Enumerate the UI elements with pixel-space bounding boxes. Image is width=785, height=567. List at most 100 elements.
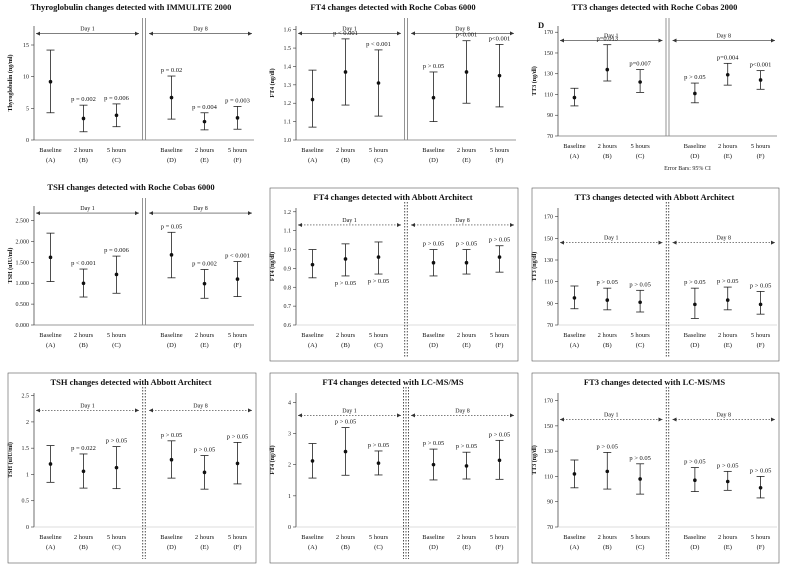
day-label: Day 8: [455, 26, 470, 32]
mean-point: [497, 255, 502, 259]
p-value-label: p > 0.05: [597, 279, 619, 286]
mean-point: [572, 296, 577, 300]
x-category-code: (D): [167, 157, 176, 164]
x-category-label: 5 hours: [751, 534, 771, 541]
chart-svg: TSH changes detected with Roche Cobas 60…: [7, 182, 254, 349]
mean-point: [376, 255, 381, 259]
day-label: Day 1: [80, 206, 95, 212]
mean-point: [605, 298, 610, 302]
mean-point: [169, 457, 174, 462]
y-tick-label: 150: [544, 51, 553, 57]
p-value-label: p > 0.05: [456, 241, 478, 248]
chart-title: FT4 changes detected with Roche Cobas 60…: [310, 2, 475, 12]
x-category-label: Baseline: [422, 332, 444, 339]
chart-title: TT3 changes detected with Abbott Archite…: [575, 192, 735, 202]
arrow-head: [248, 31, 252, 36]
y-tick-label: 1.6: [284, 28, 292, 34]
y-axis-label: FT4 (ng/dl): [269, 445, 276, 474]
y-tick-label: 1.1: [284, 120, 292, 126]
x-category-label: Baseline: [301, 332, 323, 339]
y-tick-label: 2: [26, 420, 29, 426]
chart-svg: TT3 changes detected with Roche Cobas 20…: [531, 2, 777, 172]
day-label: Day 8: [193, 206, 208, 212]
x-category-code: (F): [496, 342, 504, 349]
chart-title: FT4 changes detected with Abbott Archite…: [313, 192, 472, 202]
y-tick-label: 1.0: [284, 138, 292, 144]
y-tick-label: 0: [26, 138, 29, 144]
p-value-label: p<0.001: [750, 62, 772, 69]
mean-point: [81, 469, 86, 474]
x-category-code: (E): [200, 342, 208, 349]
x-category-label: 5 hours: [630, 143, 650, 150]
y-tick-label: 5: [26, 106, 29, 112]
x-category-code: (A): [46, 544, 55, 551]
y-tick-label: 0.6: [284, 323, 292, 329]
mean-point: [693, 478, 697, 483]
x-category-code: (C): [636, 153, 645, 160]
x-category-label: 2 hours: [457, 534, 477, 541]
mean-point: [235, 277, 240, 281]
y-tick-label: 170: [544, 399, 553, 405]
arrow-head: [771, 240, 775, 245]
p-value-label: p > 0.05: [750, 282, 772, 289]
day-label: Day 1: [604, 236, 619, 242]
mean-point: [638, 477, 642, 481]
chart-tt3-abbott: TT3 changes detected with Abbott Archite…: [524, 180, 785, 365]
y-tick-label: 70: [547, 134, 553, 140]
chart-svg: TT3 changes detected with Abbott Archite…: [531, 187, 780, 362]
x-category-code: (B): [603, 153, 612, 160]
y-tick-label: 70: [547, 525, 553, 531]
y-tick-label: 0: [26, 525, 29, 531]
arrow-head: [560, 38, 564, 43]
arrow-head: [248, 211, 252, 216]
x-category-label: 2 hours: [457, 147, 477, 154]
y-tick-label: 1.2: [284, 210, 292, 216]
p-value-label: p > 0.05: [629, 455, 651, 462]
x-category-code: (F): [496, 157, 504, 164]
y-tick-label: 130: [544, 449, 553, 455]
x-category-code: (D): [429, 157, 438, 164]
arrow-head: [510, 31, 514, 36]
day-label: Day 1: [80, 403, 95, 409]
chart-tsh-roche: TSH changes detected with Roche Cobas 60…: [0, 180, 262, 365]
mean-point: [725, 72, 730, 77]
arrow-head: [397, 222, 401, 227]
p-value-label: p = 0.05: [161, 223, 183, 230]
arrow-head: [149, 31, 153, 36]
x-category-label: Baseline: [684, 332, 706, 339]
y-axis-label: TT3 (ng/dl): [531, 66, 538, 96]
mean-point: [725, 479, 730, 484]
x-category-label: Baseline: [422, 534, 444, 541]
p-value-label: p > 0.05: [717, 278, 739, 285]
chart-footer: Error Bars: 95% CI: [664, 166, 711, 172]
y-axis-label: FT4 (ng/dl): [269, 252, 276, 281]
x-category-label: 2 hours: [718, 143, 738, 150]
x-category-code: (B): [341, 544, 350, 551]
x-category-code: (F): [757, 342, 765, 349]
mean-point: [48, 79, 53, 84]
y-tick-label: 130: [544, 258, 553, 264]
x-category-label: Baseline: [301, 534, 323, 541]
x-category-label: 5 hours: [107, 147, 127, 154]
x-category-code: (B): [79, 157, 88, 164]
x-category-label: 5 hours: [228, 534, 248, 541]
p-value-label: p > 0.05: [194, 447, 216, 454]
y-tick-label: 2: [288, 463, 291, 469]
p-value-label: p = 0.006: [104, 95, 130, 102]
chart-svg: FT4 changes detected with Roche Cobas 60…: [269, 2, 516, 164]
x-category-code: (B): [341, 157, 350, 164]
x-category-label: 5 hours: [369, 332, 389, 339]
x-category-label: 5 hours: [751, 332, 771, 339]
mean-point: [431, 462, 436, 467]
mean-point: [235, 461, 240, 466]
panel-frame: [7, 372, 257, 564]
mean-point: [725, 298, 730, 302]
mean-point: [81, 281, 86, 286]
arrow-head: [771, 417, 775, 422]
x-category-label: Baseline: [39, 332, 61, 339]
y-tick-label: 0.000: [16, 323, 30, 329]
chart-thyroglobulin-immulite: Thyroglobulin changes detected with IMMU…: [0, 0, 262, 180]
x-category-label: 2 hours: [598, 534, 618, 541]
y-tick-label: 1.500: [16, 260, 30, 266]
mean-point: [605, 469, 610, 474]
